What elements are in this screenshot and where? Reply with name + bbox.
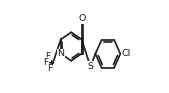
Text: N: N — [57, 49, 64, 58]
Text: S: S — [87, 62, 93, 71]
Text: F: F — [43, 58, 49, 67]
Text: Cl: Cl — [121, 49, 130, 58]
Text: F: F — [45, 52, 51, 61]
Text: F: F — [47, 64, 52, 73]
Text: O: O — [79, 14, 86, 23]
